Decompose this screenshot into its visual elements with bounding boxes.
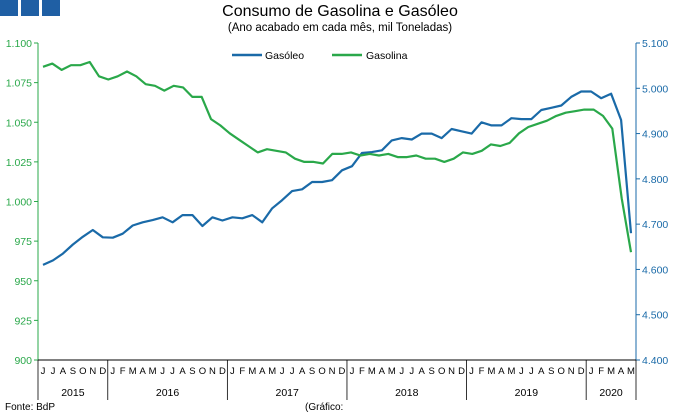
x-month-label: J xyxy=(230,366,235,377)
x-month-label: J xyxy=(51,366,56,377)
x-month-label: M xyxy=(507,366,515,377)
x-month-label: O xyxy=(79,366,86,377)
x-month-label: J xyxy=(170,366,175,377)
x-month-label: J xyxy=(529,366,534,377)
left-tick-label: 1.000 xyxy=(6,197,32,209)
left-tick-label: 975 xyxy=(14,236,32,248)
left-tick-label: 900 xyxy=(14,355,32,367)
x-month-label: A xyxy=(379,366,386,377)
left-tick-label: 1.050 xyxy=(6,117,32,129)
x-month-label: M xyxy=(627,366,635,377)
x-month-label: J xyxy=(519,366,524,377)
right-tick-label: 4.800 xyxy=(642,174,668,186)
x-month-label: J xyxy=(409,366,414,377)
x-month-label: A xyxy=(419,366,426,377)
x-month-label: F xyxy=(479,366,485,377)
x-month-label: M xyxy=(149,366,157,377)
x-month-label: D xyxy=(578,366,585,377)
x-year-label: 2018 xyxy=(395,387,419,399)
x-month-label: D xyxy=(219,366,226,377)
left-tick-label: 950 xyxy=(14,276,32,288)
x-month-label: N xyxy=(89,366,96,377)
x-month-label: A xyxy=(299,366,306,377)
x-year-label: 2015 xyxy=(61,387,85,399)
x-month-label: O xyxy=(558,366,565,377)
x-month-label: D xyxy=(99,366,106,377)
x-month-label: O xyxy=(438,366,445,377)
x-month-label: M xyxy=(248,366,256,377)
logo-block-1 xyxy=(0,0,18,16)
x-month-label: A xyxy=(60,366,67,377)
x-month-label: S xyxy=(429,366,435,377)
logo-block-2 xyxy=(21,0,39,16)
right-tick-label: 4.500 xyxy=(642,310,668,322)
x-month-label: J xyxy=(399,366,404,377)
right-tick-label: 5.100 xyxy=(642,38,668,50)
x-month-label: A xyxy=(139,366,146,377)
x-month-label: F xyxy=(239,366,245,377)
logo-block-3 xyxy=(42,0,60,16)
x-month-label: J xyxy=(110,366,115,377)
x-month-label: M xyxy=(488,366,496,377)
x-month-label: N xyxy=(209,366,216,377)
x-month-label: M xyxy=(268,366,276,377)
x-month-label: O xyxy=(318,366,325,377)
source-note: Fonte: BdP xyxy=(5,402,56,413)
series-lines xyxy=(42,60,633,266)
left-tick-label: 925 xyxy=(14,315,32,327)
x-month-label: M xyxy=(388,366,396,377)
right-tick-label: 4.900 xyxy=(642,129,668,141)
x-month-label: A xyxy=(538,366,545,377)
x-month-label: J xyxy=(160,366,165,377)
x-month-label: D xyxy=(458,366,465,377)
x-month-label: J xyxy=(41,366,46,377)
legend-gasoleo-label: Gasóleo xyxy=(265,50,304,62)
x-month-label: F xyxy=(120,366,126,377)
x-month-label: A xyxy=(498,366,505,377)
x-month-label: M xyxy=(129,366,137,377)
x-month-label: A xyxy=(179,366,186,377)
left-tick-label: 1.025 xyxy=(6,157,32,169)
x-year-label: 2020 xyxy=(599,387,623,399)
x-month-label: S xyxy=(189,366,195,377)
x-month-label: F xyxy=(598,366,604,377)
legend-gasolina-label: Gasolina xyxy=(366,50,408,62)
left-tick-label: 1.100 xyxy=(6,38,32,50)
x-year-label: 2017 xyxy=(275,387,299,399)
x-month-label: J xyxy=(469,366,474,377)
x-month-label: A xyxy=(618,366,625,377)
x-month-label: M xyxy=(368,366,376,377)
legend: Gasóleo Gasolina xyxy=(232,50,408,62)
right-tick-label: 4.600 xyxy=(642,264,668,276)
x-month-label: J xyxy=(290,366,295,377)
chart-subtitle: (Ano acabado em cada mês, mil Toneladas) xyxy=(227,22,453,34)
x-year-label: 2016 xyxy=(156,387,180,399)
x-month-label: S xyxy=(309,366,315,377)
x-month-label: J xyxy=(589,366,594,377)
right-tick-label: 4.400 xyxy=(642,355,668,367)
chart-note: (Gráfico: xyxy=(305,402,344,413)
right-tick-label: 5.000 xyxy=(642,83,668,95)
left-tick-label: 1.075 xyxy=(6,78,32,90)
x-month-label: S xyxy=(548,366,554,377)
series-line-gasoleo xyxy=(42,90,633,266)
axes: 900 925 950 975 1.000 1.025 1.050 1.075 1.100 4.4… xyxy=(6,38,668,400)
x-month-label: J xyxy=(350,366,355,377)
x-month-label: D xyxy=(339,366,346,377)
x-month-label: N xyxy=(568,366,575,377)
series-line-gasolina xyxy=(42,60,633,253)
x-month-label: N xyxy=(448,366,455,377)
x-month-label: J xyxy=(280,366,285,377)
x-month-label: N xyxy=(329,366,336,377)
x-month-label: A xyxy=(259,366,266,377)
chart-title: Consumo de Gasolina e Gasóleo xyxy=(222,3,458,20)
x-year-label: 2019 xyxy=(515,387,539,399)
x-month-label: S xyxy=(70,366,76,377)
x-month-label: M xyxy=(607,366,615,377)
x-month-label: O xyxy=(199,366,206,377)
x-month-label: F xyxy=(359,366,365,377)
right-tick-label: 4.700 xyxy=(642,219,668,231)
logo xyxy=(0,0,62,16)
